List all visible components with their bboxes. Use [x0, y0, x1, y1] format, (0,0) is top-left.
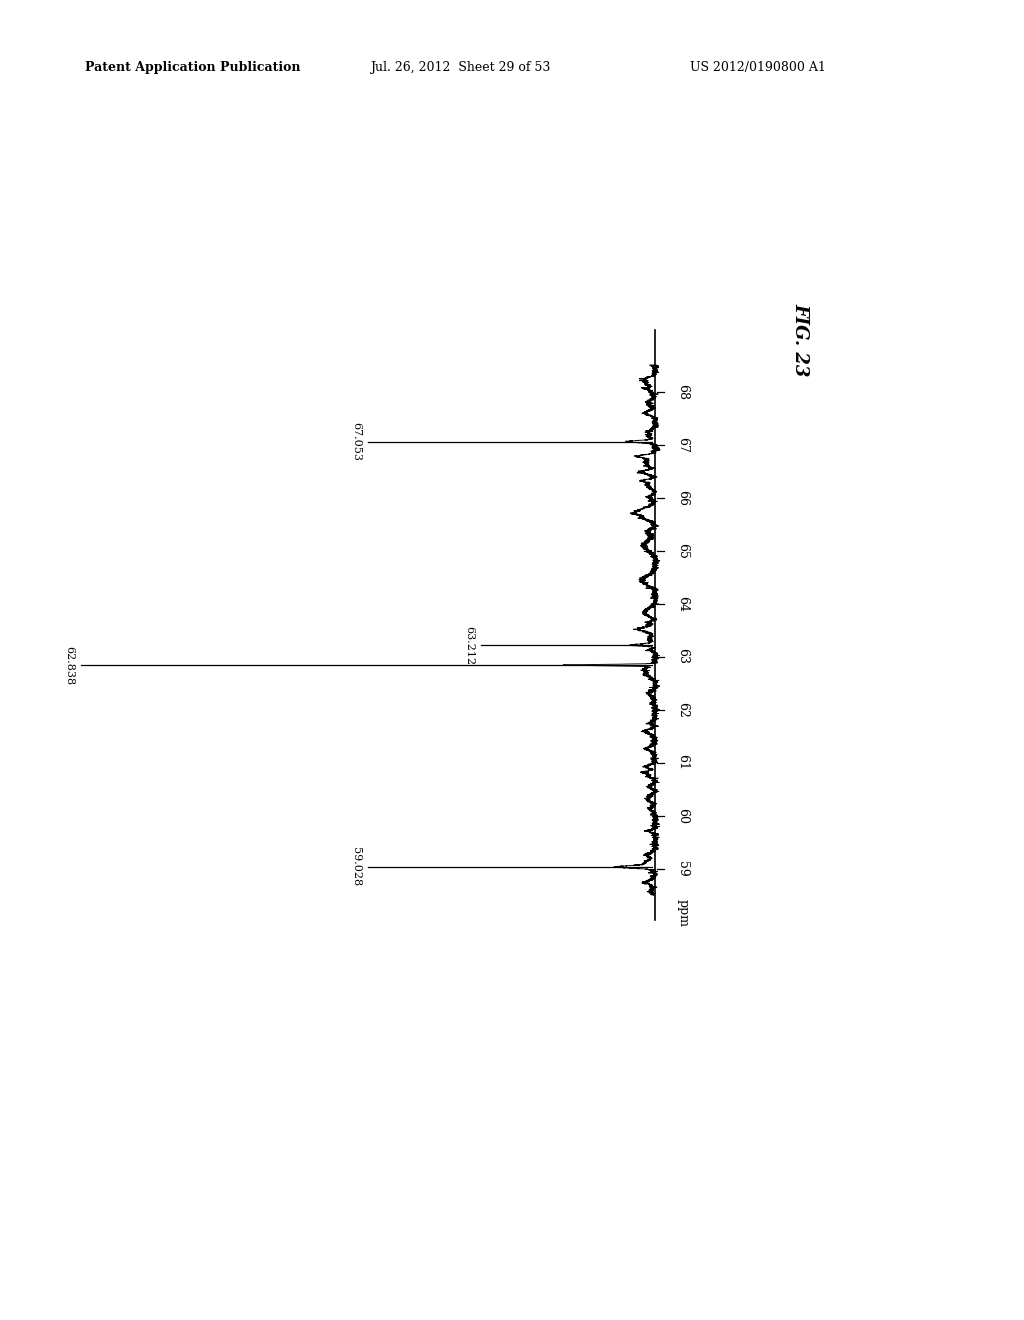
Text: Jul. 26, 2012  Sheet 29 of 53: Jul. 26, 2012 Sheet 29 of 53: [370, 62, 550, 74]
Text: 63.212: 63.212: [464, 626, 474, 665]
Text: FIG. 23: FIG. 23: [791, 304, 809, 376]
Text: 67.053: 67.053: [351, 422, 361, 461]
Text: 67: 67: [677, 437, 689, 453]
Text: Patent Application Publication: Patent Application Publication: [85, 62, 300, 74]
Text: 60: 60: [677, 808, 689, 824]
Text: 62: 62: [677, 701, 689, 718]
Text: 61: 61: [677, 755, 689, 771]
Text: 59: 59: [677, 861, 689, 876]
Text: 65: 65: [677, 543, 689, 558]
Text: 66: 66: [677, 490, 689, 506]
Text: US 2012/0190800 A1: US 2012/0190800 A1: [690, 62, 826, 74]
Text: 62.838: 62.838: [63, 645, 74, 685]
Text: 68: 68: [677, 384, 689, 400]
Text: 64: 64: [677, 595, 689, 611]
Text: 63: 63: [677, 648, 689, 664]
Text: 59.028: 59.028: [351, 847, 361, 887]
Text: ppm: ppm: [677, 899, 689, 927]
